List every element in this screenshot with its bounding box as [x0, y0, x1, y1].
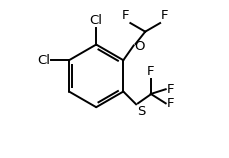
- Text: F: F: [166, 83, 173, 96]
- Text: Cl: Cl: [37, 54, 50, 67]
- Text: Cl: Cl: [89, 14, 102, 27]
- Text: S: S: [136, 105, 144, 118]
- Text: O: O: [134, 40, 144, 53]
- Text: F: F: [160, 9, 168, 22]
- Text: F: F: [122, 9, 129, 22]
- Text: F: F: [146, 65, 154, 78]
- Text: F: F: [166, 97, 173, 110]
